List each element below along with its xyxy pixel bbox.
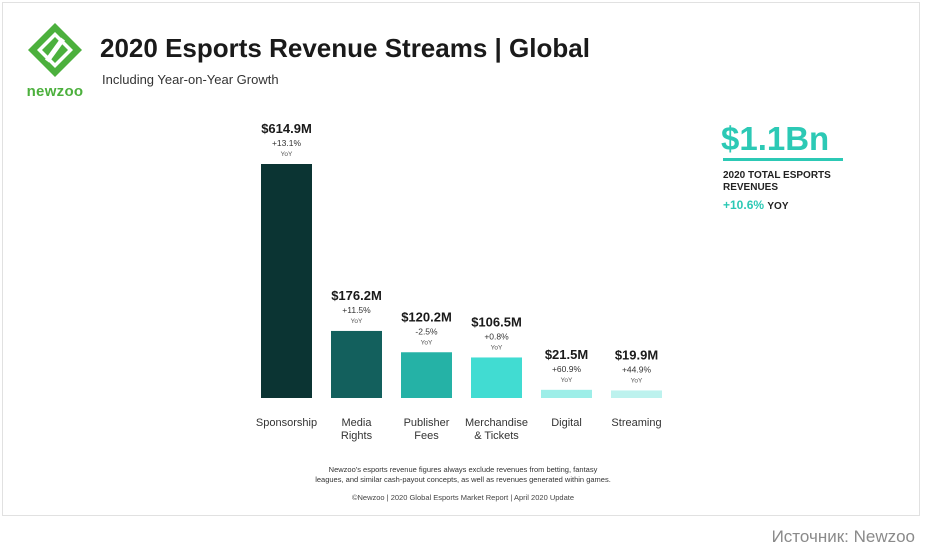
source-caption: Источник: Newzoo bbox=[771, 527, 915, 546]
bar-value-label: $120.2M bbox=[401, 309, 452, 324]
bar-yoy-unit: YoY bbox=[491, 344, 503, 351]
total-yoy-value: +10.6% bbox=[723, 198, 765, 212]
bar-value-label: $106.5M bbox=[471, 314, 522, 329]
category-label: & Tickets bbox=[474, 430, 519, 442]
total-yoy-unit: YOY bbox=[767, 201, 789, 212]
category-label: Rights bbox=[341, 430, 373, 442]
bar-growth-label: -2.5% bbox=[415, 326, 438, 336]
bar bbox=[471, 357, 522, 398]
bar-growth-label: +60.9% bbox=[552, 364, 582, 374]
bar-value-label: $19.9M bbox=[615, 347, 658, 362]
newzoo-logo-icon bbox=[28, 23, 82, 77]
disclaimer-line-1: Newzoo's esports revenue figures always … bbox=[328, 465, 598, 474]
bar-growth-label: +13.1% bbox=[272, 138, 302, 148]
category-label: Sponsorship bbox=[256, 417, 317, 429]
bar-growth-label: +11.5% bbox=[342, 305, 371, 315]
category-label: Media bbox=[342, 417, 373, 429]
bar bbox=[331, 330, 382, 398]
bar bbox=[261, 164, 312, 398]
chart-title: 2020 Esports Revenue Streams | Global bbox=[100, 33, 590, 63]
bar-value-label: $614.9M bbox=[261, 121, 312, 136]
category-label: Digital bbox=[551, 417, 582, 429]
infographic-frame: newzoo 2020 Esports Revenue Streams | Gl… bbox=[2, 2, 920, 516]
bar-yoy-unit: YoY bbox=[421, 339, 433, 346]
bar-value-label: $176.2M bbox=[331, 288, 382, 303]
total-yoy: +10.6% YOY bbox=[723, 198, 789, 212]
category-label: Streaming bbox=[611, 417, 661, 429]
total-underline bbox=[723, 158, 843, 161]
bar-growth-label: +0.8% bbox=[484, 331, 509, 341]
disclaimer: Newzoo's esports revenue figures always … bbox=[273, 465, 653, 485]
category-label: Publisher bbox=[404, 417, 450, 429]
bar bbox=[541, 389, 592, 398]
total-revenue-value: $1.1Bn bbox=[721, 120, 830, 157]
bar bbox=[401, 352, 452, 398]
bar-yoy-unit: YoY bbox=[631, 377, 643, 384]
chart-subtitle: Including Year-on-Year Growth bbox=[102, 72, 279, 87]
bar-yoy-unit: YoY bbox=[561, 377, 573, 384]
bar bbox=[611, 390, 662, 398]
bar-yoy-unit: YoY bbox=[281, 151, 293, 158]
disclaimer-line-2: leagues, and similar cash-payout concept… bbox=[315, 475, 611, 484]
bar-yoy-unit: YoY bbox=[351, 318, 363, 325]
bar-growth-label: +44.9% bbox=[622, 364, 652, 374]
category-label: Merchandise bbox=[465, 417, 528, 429]
category-label: Fees bbox=[414, 430, 439, 442]
report-credit: ©Newzoo | 2020 Global Esports Market Rep… bbox=[351, 493, 575, 502]
bar-value-label: $21.5M bbox=[545, 347, 588, 362]
logo-wordmark: newzoo bbox=[26, 83, 84, 100]
total-revenue-label: 2020 TOTAL ESPORTS REVENUES bbox=[723, 170, 831, 193]
newzoo-logo: newzoo bbox=[25, 21, 85, 101]
